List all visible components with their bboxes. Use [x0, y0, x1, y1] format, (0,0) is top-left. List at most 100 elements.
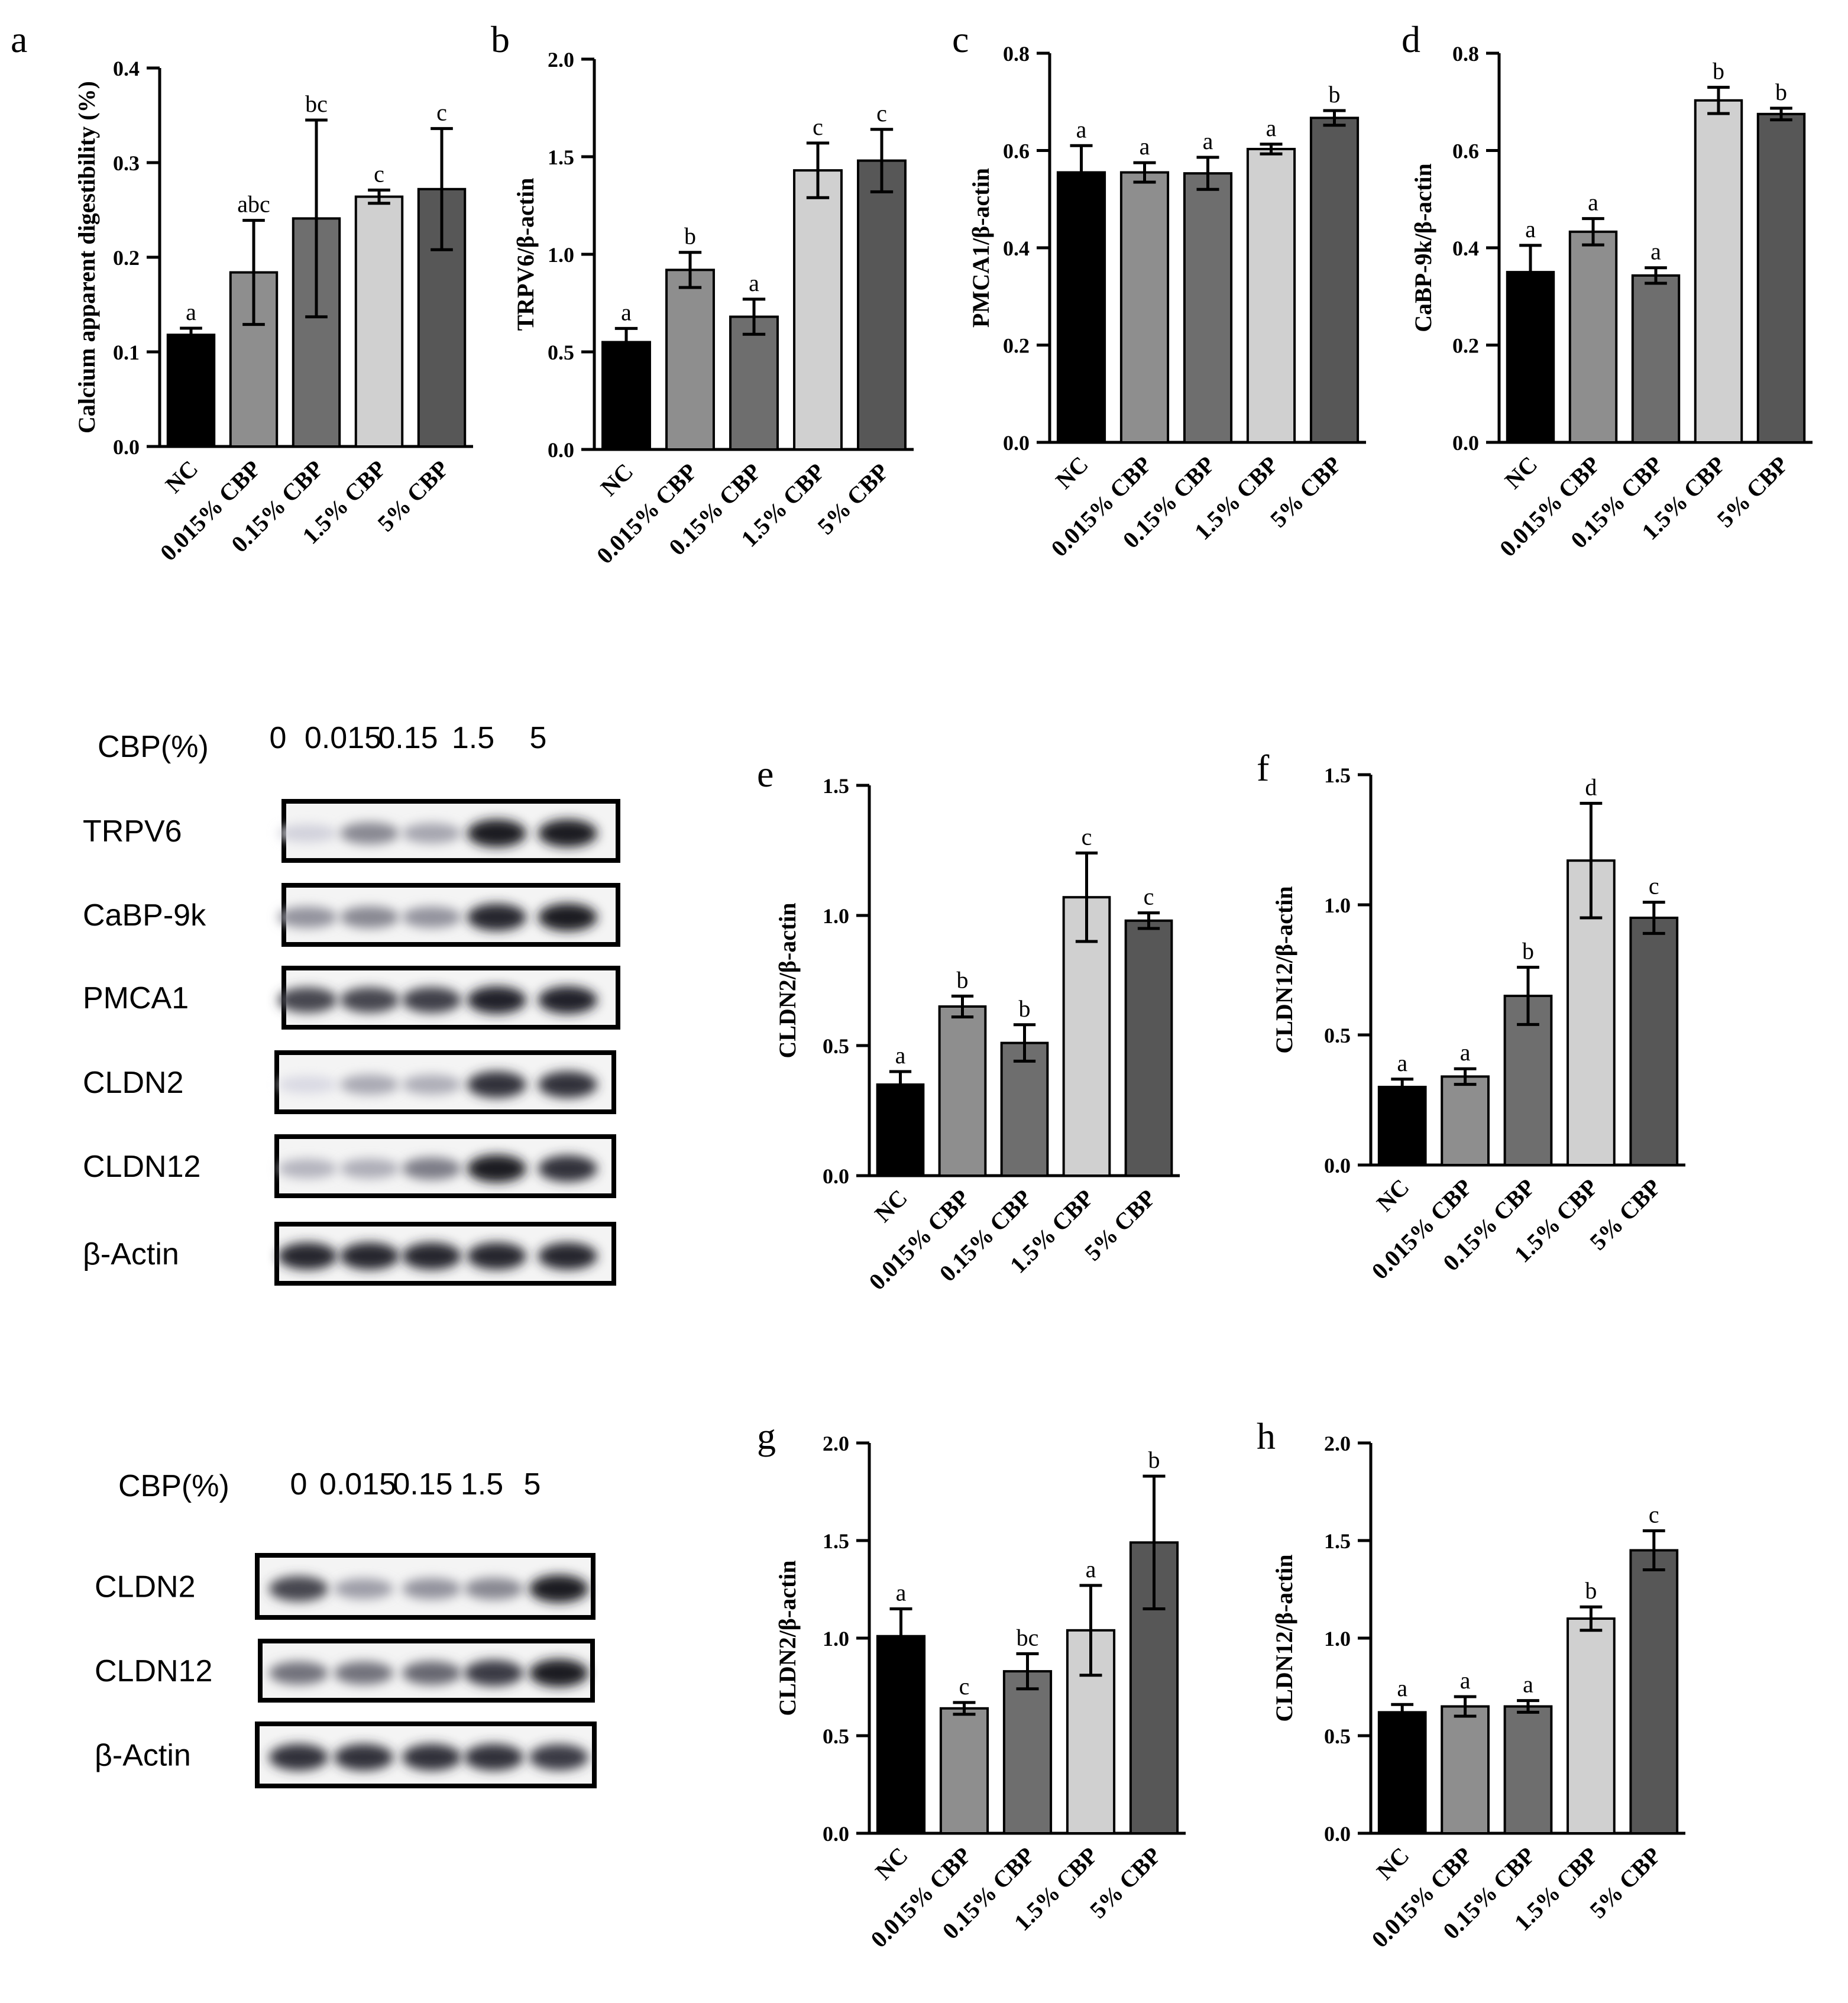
y-tick-label: 1.5 — [823, 1529, 849, 1553]
bar-1 — [166, 334, 216, 448]
significance-letter: c — [1649, 873, 1659, 899]
significance-letter: c — [813, 114, 823, 140]
significance-letter: a — [1397, 1675, 1407, 1701]
bar-5 — [1629, 1549, 1679, 1834]
blot-band — [538, 1071, 597, 1098]
blot-band — [334, 1744, 393, 1771]
category-label: NC — [870, 1842, 913, 1885]
blot-band — [278, 1159, 337, 1179]
blot-row-label: CLDN12 — [83, 1150, 200, 1184]
significance-letter: a — [1086, 1556, 1096, 1583]
y-tick-label: 0.6 — [1452, 140, 1479, 163]
significance-letter: b — [1329, 81, 1341, 108]
blot-band — [278, 1076, 337, 1093]
significance-letter: a — [749, 270, 759, 296]
significance-letter: a — [1525, 216, 1536, 242]
bar-3 — [1183, 172, 1233, 444]
blot-row-label: β-Actin — [95, 1739, 191, 1773]
blot-dose-label: 0.15 — [393, 1467, 452, 1502]
y-tick-label: 0.2 — [1452, 334, 1479, 358]
significance-letter: a — [1076, 116, 1087, 143]
blot-band — [278, 1242, 337, 1270]
blot-dose-label: 0.015 — [319, 1467, 396, 1502]
significance-letter: bc — [305, 90, 328, 117]
y-tick-label: 0.5 — [823, 1034, 849, 1058]
category-label: NC — [1371, 1842, 1415, 1885]
blot-band — [467, 1242, 526, 1270]
blot-dose-label: 0.15 — [378, 721, 438, 755]
significance-letter: b — [1148, 1447, 1160, 1473]
blot-band — [402, 823, 461, 844]
bar-3 — [1000, 1041, 1049, 1177]
significance-letter: a — [1203, 128, 1213, 154]
significance-letter: a — [1460, 1039, 1471, 1066]
y-tick-label: 1.5 — [1324, 763, 1351, 787]
significance-letter: bc — [1017, 1624, 1039, 1651]
blot-band — [340, 1159, 399, 1179]
y-tick-label: 0.0 — [823, 1164, 849, 1188]
y-axis-title: CLDN2/β-actin — [774, 902, 801, 1058]
blot-band — [340, 1242, 399, 1270]
panel-letter: b — [491, 18, 510, 60]
blot-band — [402, 907, 461, 928]
blot-band — [334, 1578, 393, 1599]
bar-1 — [601, 341, 651, 451]
y-tick-label: 1.5 — [823, 774, 849, 798]
significance-letter: b — [1019, 995, 1031, 1022]
blot-band — [278, 824, 337, 843]
blot-band — [529, 1744, 588, 1771]
significance-letter: d — [1585, 774, 1597, 800]
category-label: 5% CBP — [1584, 1174, 1666, 1255]
bar-4 — [1246, 148, 1296, 444]
significance-letter: c — [1649, 1502, 1659, 1528]
blot-band — [467, 986, 526, 1014]
significance-letter: b — [1522, 938, 1534, 965]
blot-dose-label: 0 — [270, 721, 287, 755]
y-tick-label: 0.2 — [1003, 334, 1030, 358]
category-label: 5% CBP — [1085, 1842, 1166, 1924]
y-tick-label: 0.0 — [1324, 1154, 1351, 1177]
blot-band — [402, 1744, 461, 1771]
blot-band — [278, 907, 337, 928]
y-tick-label: 0.5 — [548, 341, 574, 364]
blot-band — [467, 1071, 526, 1098]
y-tick-label: 0.0 — [823, 1822, 849, 1846]
y-tick-label: 0.8 — [1452, 42, 1479, 66]
y-tick-label: 0.0 — [1324, 1822, 1351, 1846]
significance-letter: a — [1523, 1671, 1533, 1698]
significance-letter: c — [959, 1673, 970, 1700]
blot-band — [402, 987, 461, 1013]
significance-letter: b — [1585, 1577, 1597, 1604]
y-tick-label: 0.0 — [1003, 431, 1030, 455]
significance-letter: c — [1082, 823, 1092, 850]
y-axis-title: TRPV6/β-actin — [512, 178, 539, 331]
blot-row-label: CLDN2 — [95, 1570, 196, 1604]
bar-2 — [939, 1707, 989, 1835]
bar-1 — [876, 1083, 925, 1177]
significance-letter: a — [1460, 1667, 1471, 1694]
blot-band — [278, 987, 337, 1013]
y-tick-label: 0.5 — [1324, 1724, 1351, 1748]
y-tick-label: 1.5 — [548, 145, 574, 169]
category-label: 5% CBP — [1584, 1842, 1666, 1924]
bar-2 — [938, 1005, 987, 1177]
blot-header-label: CBP(%) — [98, 730, 209, 764]
bar-5 — [1309, 117, 1360, 444]
y-tick-label: 0.6 — [1003, 140, 1030, 163]
bar-2 — [1441, 1075, 1490, 1167]
bar-1 — [1377, 1086, 1427, 1166]
blot-band — [529, 1575, 588, 1603]
blot-row-label: β-Actin — [83, 1237, 179, 1271]
blot-dose-label: 1.5 — [461, 1467, 503, 1502]
significance-letter: c — [1144, 884, 1154, 910]
category-label: NC — [160, 455, 203, 499]
category-label: 5% CBP — [1265, 451, 1347, 533]
bar-4 — [1567, 1617, 1616, 1834]
category-label: NC — [869, 1185, 912, 1228]
blot-dose-label: 5 — [524, 1467, 541, 1502]
bar-1 — [1377, 1711, 1427, 1834]
